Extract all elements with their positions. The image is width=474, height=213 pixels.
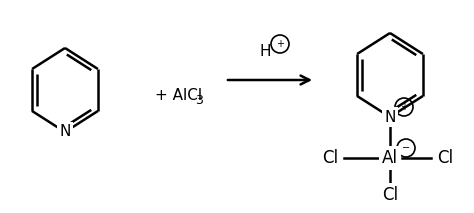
- Text: +: +: [400, 102, 408, 112]
- Text: Cl: Cl: [322, 149, 338, 167]
- Text: −: −: [402, 143, 410, 153]
- Text: +: +: [276, 39, 284, 49]
- Text: Al: Al: [382, 149, 398, 167]
- Text: H: H: [259, 45, 271, 59]
- Text: N: N: [384, 109, 396, 125]
- Text: + AlCl: + AlCl: [155, 88, 202, 102]
- Text: Cl: Cl: [382, 186, 398, 204]
- Text: N: N: [59, 125, 71, 140]
- Text: Cl: Cl: [437, 149, 453, 167]
- Text: 3: 3: [195, 94, 203, 106]
